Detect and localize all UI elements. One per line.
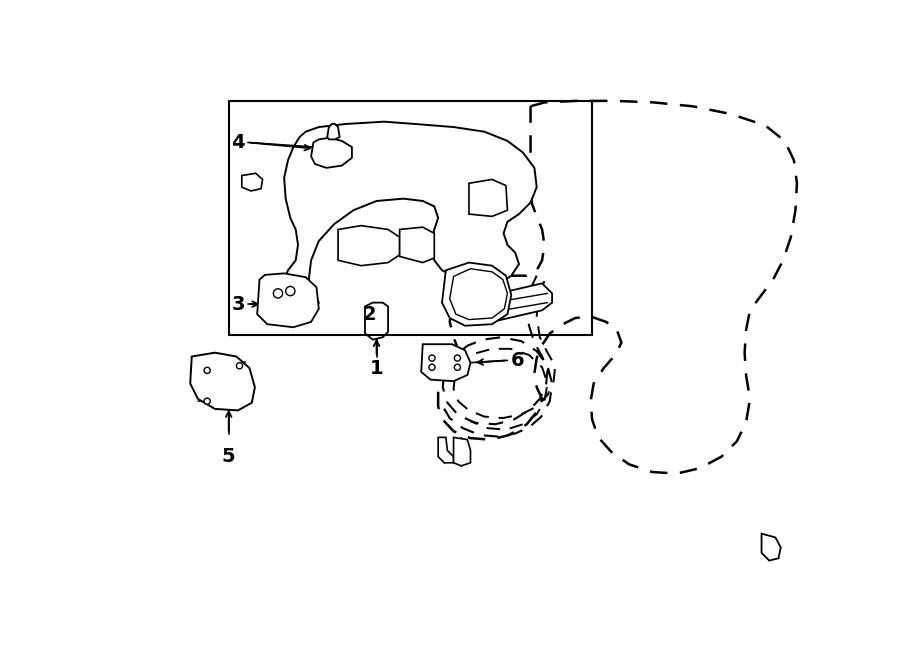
Circle shape (285, 286, 295, 295)
Polygon shape (761, 533, 781, 561)
Circle shape (204, 398, 211, 405)
Polygon shape (242, 173, 263, 191)
Polygon shape (190, 353, 255, 410)
Text: 4: 4 (231, 133, 245, 152)
Polygon shape (328, 124, 339, 139)
Polygon shape (400, 227, 435, 262)
Polygon shape (283, 122, 536, 314)
Polygon shape (438, 438, 454, 463)
Polygon shape (257, 274, 319, 327)
Circle shape (454, 364, 461, 370)
Polygon shape (469, 179, 508, 216)
Polygon shape (421, 344, 471, 381)
Polygon shape (486, 284, 552, 322)
Circle shape (237, 363, 243, 369)
Text: 5: 5 (222, 447, 236, 466)
Text: 3: 3 (231, 295, 245, 314)
Text: 6: 6 (510, 351, 525, 370)
Circle shape (204, 368, 211, 373)
Circle shape (454, 355, 461, 361)
Polygon shape (442, 262, 511, 326)
Polygon shape (365, 303, 388, 340)
Text: 1: 1 (370, 358, 383, 377)
Text: 2: 2 (362, 305, 375, 324)
Circle shape (274, 289, 283, 298)
Polygon shape (338, 225, 400, 266)
Circle shape (429, 355, 435, 361)
Polygon shape (454, 438, 471, 466)
Polygon shape (311, 138, 352, 168)
Circle shape (429, 364, 435, 370)
